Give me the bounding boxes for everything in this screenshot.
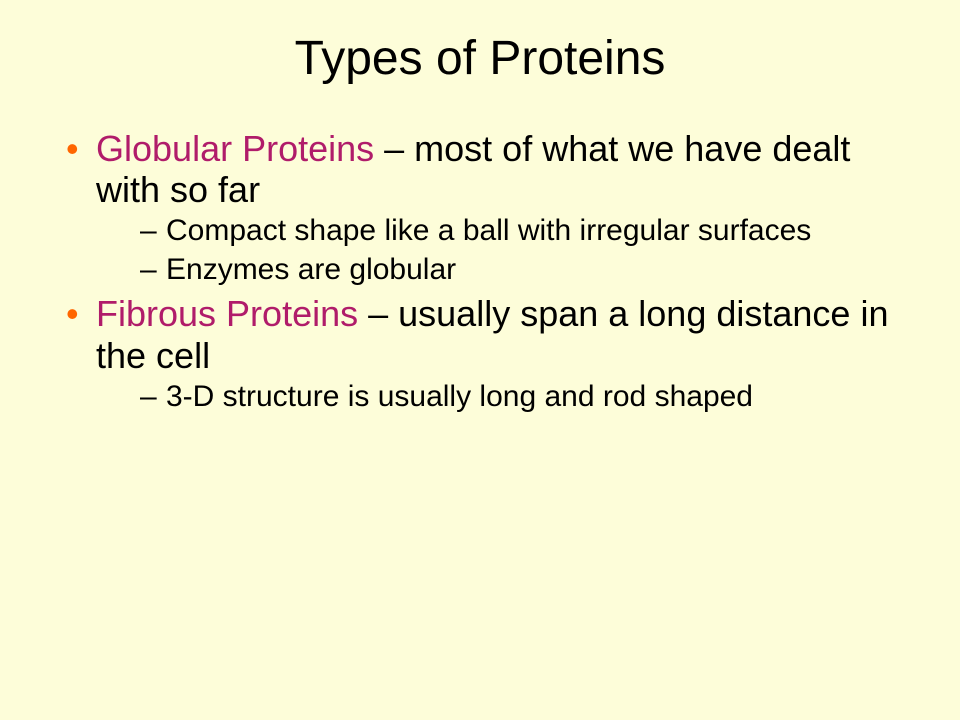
bullet-item: Globular Proteins – most of what we have… — [60, 128, 900, 288]
bullet-item: Fibrous Proteins – usually span a long d… — [60, 293, 900, 414]
bullet-term: Fibrous Proteins — [96, 293, 358, 334]
sub-item: Compact shape like a ball with irregular… — [96, 214, 900, 249]
sub-item: Enzymes are globular — [96, 253, 900, 288]
sub-item: 3-D structure is usually long and rod sh… — [96, 380, 900, 415]
slide-title: Types of Proteins — [60, 30, 900, 88]
bullet-list: Globular Proteins – most of what we have… — [60, 128, 900, 415]
sub-list: 3-D structure is usually long and rod sh… — [96, 380, 900, 415]
slide: Types of Proteins Globular Proteins – mo… — [0, 0, 960, 720]
sub-list: Compact shape like a ball with irregular… — [96, 214, 900, 287]
bullet-term: Globular Proteins — [96, 128, 374, 169]
